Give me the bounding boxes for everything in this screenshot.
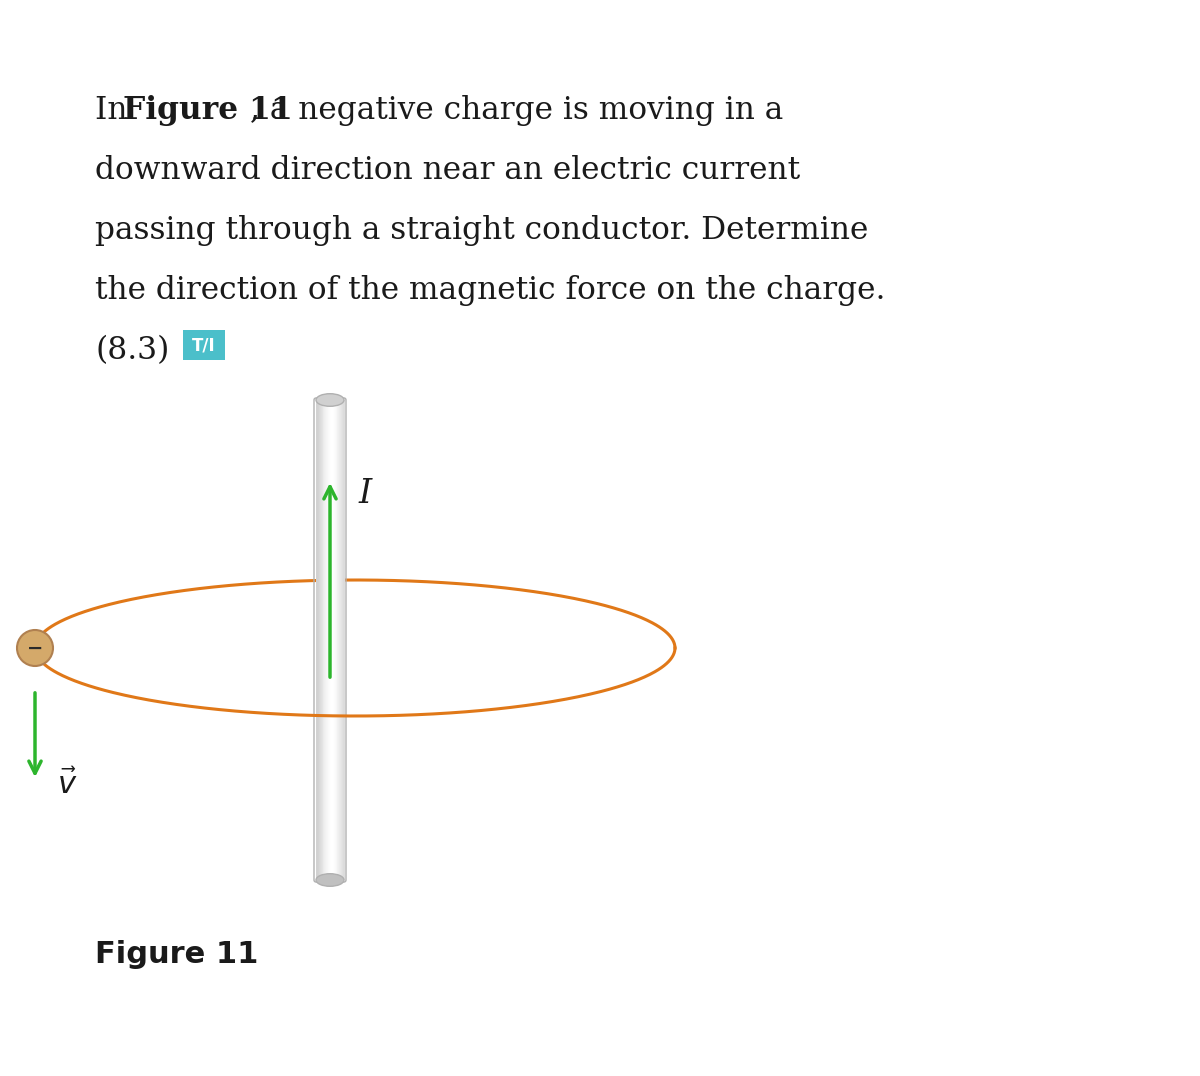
Bar [332,400,335,880]
Circle shape [17,631,53,666]
Bar [335,400,336,880]
Bar [329,400,330,880]
Text: the direction of the magnetic force on the charge.: the direction of the magnetic force on t… [95,275,886,306]
Bar [324,400,326,880]
Bar [320,400,322,880]
Bar [342,400,343,880]
Text: passing through a straight conductor. Determine: passing through a straight conductor. De… [95,215,869,246]
Ellipse shape [316,394,344,407]
Bar [323,400,324,880]
Text: , a negative charge is moving in a: , a negative charge is moving in a [250,95,784,126]
Bar [319,400,322,880]
Text: (8.3): (8.3) [95,335,169,366]
Bar [343,400,344,880]
Bar [326,400,328,880]
Bar [324,400,325,880]
Bar [341,400,343,880]
Text: $\vec{v}$: $\vec{v}$ [58,770,78,801]
Bar [318,400,319,880]
Bar [340,400,341,880]
Bar [331,400,332,880]
Bar [316,400,318,880]
Bar [328,400,330,880]
Text: In: In [95,95,137,126]
Bar [336,400,337,880]
Text: Figure 11: Figure 11 [124,95,293,126]
Text: Figure 11: Figure 11 [95,940,258,969]
Bar [328,400,329,880]
Ellipse shape [316,874,344,887]
Bar [332,400,334,880]
Bar [182,330,226,360]
Bar [338,400,340,880]
Text: T/I: T/I [192,336,216,354]
Bar [322,400,323,880]
Bar [330,400,331,880]
Bar [336,400,338,880]
Text: −: − [26,638,43,657]
Bar [325,400,326,880]
Bar [319,400,320,880]
Bar [317,400,318,880]
Bar [341,400,342,880]
Bar [337,400,338,880]
Bar [334,400,335,880]
Text: I: I [358,478,371,510]
Text: downward direction near an electric current: downward direction near an electric curr… [95,155,800,186]
